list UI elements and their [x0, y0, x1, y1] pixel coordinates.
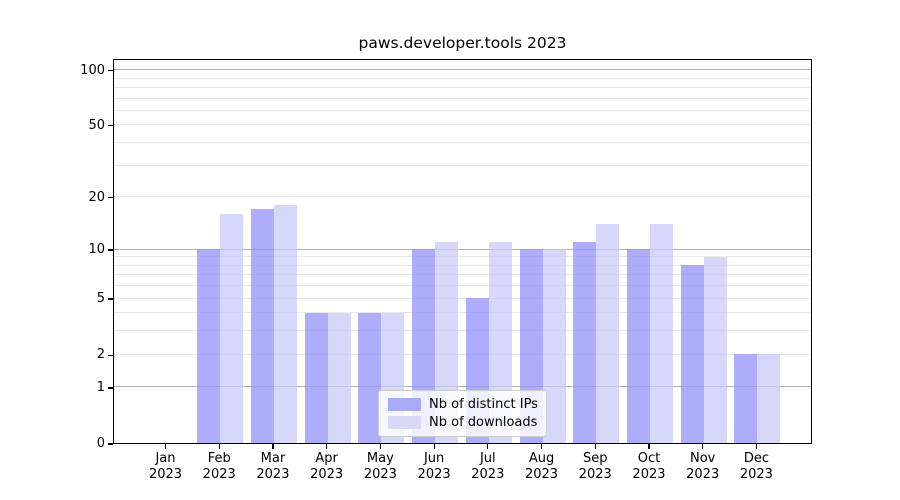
x-tick-label-mar: Mar 2023 — [256, 451, 290, 482]
gridline-100 — [114, 69, 811, 71]
gridline-7 — [114, 274, 811, 276]
y-tick-5 — [108, 298, 113, 300]
gridline-9 — [114, 256, 811, 258]
x-tick-label-jul: Jul 2023 — [471, 451, 505, 482]
bar-downloads-apr — [327, 312, 351, 443]
x-tick-nov — [702, 444, 704, 449]
x-tick-mar — [272, 444, 274, 449]
bar-distinct-ips-oct — [626, 249, 650, 443]
bar-distinct-ips-sep — [573, 241, 597, 443]
y-tick-50 — [108, 125, 113, 127]
x-tick-sep — [594, 444, 596, 449]
gridline-90 — [114, 77, 811, 79]
bar-distinct-ips-dec — [734, 354, 758, 443]
x-tick-may — [379, 444, 381, 449]
gridline-3 — [114, 330, 811, 332]
bar-downloads-dec — [757, 354, 781, 443]
bar-distinct-ips-apr — [304, 312, 328, 443]
bar-downloads-sep — [596, 223, 620, 443]
x-tick-label-dec: Dec 2023 — [739, 451, 773, 482]
y-tick-1 — [108, 387, 113, 389]
gridline-20 — [114, 196, 811, 198]
x-tick-jun — [433, 444, 435, 449]
x-tick-label-aug: Aug 2023 — [524, 451, 559, 482]
y-tick-label-20: 20 — [88, 189, 105, 205]
gridline-80 — [114, 86, 811, 88]
x-tick-jul — [487, 444, 489, 449]
y-tick-100 — [108, 69, 113, 72]
legend-item-downloads: Nb of downloads — [388, 414, 538, 431]
x-tick-label-sep: Sep 2023 — [578, 451, 612, 482]
gridline-10 — [114, 248, 811, 250]
bar-distinct-ips-feb — [197, 249, 221, 443]
plot-area — [113, 59, 812, 444]
y-tick-label-50: 50 — [88, 117, 105, 133]
x-tick-dec — [755, 444, 757, 449]
y-tick-label-0: 0 — [96, 436, 105, 451]
gridline-60 — [114, 109, 811, 111]
legend-item-distinct-ips: Nb of distinct IPs — [388, 396, 538, 413]
bar-downloads-nov — [703, 256, 727, 443]
y-tick-2 — [108, 354, 113, 356]
gridline-70 — [114, 97, 811, 99]
bar-downloads-feb — [220, 213, 244, 443]
gridline-5 — [114, 297, 811, 299]
x-tick-label-oct: Oct 2023 — [632, 451, 666, 482]
x-tick-label-nov: Nov 2023 — [686, 451, 720, 482]
gridline-6 — [114, 285, 811, 287]
x-tick-aug — [540, 444, 543, 449]
bar-distinct-ips-may — [358, 312, 382, 443]
bar-distinct-ips-mar — [250, 209, 274, 443]
x-tick-label-may: May 2023 — [363, 451, 397, 482]
gridline-40 — [114, 142, 811, 144]
y-tick-10 — [108, 249, 113, 251]
x-tick-label-jan: Jan 2023 — [148, 451, 183, 482]
x-tick-feb — [218, 444, 220, 449]
gridline-1 — [114, 386, 811, 388]
y-tick-label-10: 10 — [88, 241, 105, 257]
gridline-30 — [114, 164, 811, 166]
x-tick-jan — [164, 444, 167, 449]
gridline-50 — [114, 124, 811, 126]
y-tick-label-5: 5 — [96, 291, 105, 307]
gridline-8 — [114, 264, 811, 266]
bar-downloads-mar — [273, 204, 297, 443]
x-tick-label-jun: Jun 2023 — [417, 451, 451, 482]
x-tick-oct — [648, 444, 650, 449]
chart-title: paws.developer.tools 2023 — [358, 34, 567, 52]
legend-label-distinct-ips: Nb of distinct IPs — [429, 397, 538, 413]
legend-swatch-downloads — [388, 415, 421, 429]
bar-downloads-oct — [649, 223, 673, 443]
x-tick-label-feb: Feb 2023 — [202, 451, 236, 482]
x-tick-apr — [326, 444, 328, 449]
gridline-4 — [114, 312, 811, 314]
legend-swatch-distinct-ips — [388, 398, 421, 412]
y-tick-label-2: 2 — [96, 347, 105, 363]
y-tick-0 — [108, 443, 113, 445]
gridline-2 — [114, 353, 811, 355]
y-tick-20 — [108, 197, 113, 199]
bar-downloads-aug — [542, 249, 566, 443]
legend: Nb of distinct IPs Nb of downloads — [378, 390, 547, 437]
x-tick-label-apr: Apr 2023 — [310, 451, 344, 482]
y-tick-label-100: 100 — [80, 62, 105, 78]
y-tick-label-1: 1 — [96, 379, 105, 395]
bar-distinct-ips-nov — [680, 265, 704, 443]
legend-label-downloads: Nb of downloads — [429, 414, 538, 430]
